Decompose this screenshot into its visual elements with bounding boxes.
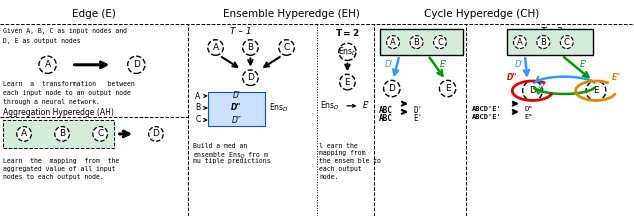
Ellipse shape [243,40,258,55]
Text: $\mathbf{T = 1}$: $\mathbf{T = 1}$ [407,27,432,38]
Text: D": D" [524,106,533,112]
Ellipse shape [340,74,355,90]
Ellipse shape [279,40,294,55]
Text: B: B [247,43,254,52]
Ellipse shape [243,70,258,86]
Ellipse shape [339,43,356,60]
Ellipse shape [16,127,32,141]
Text: aggregated value of all input: aggregated value of all input [3,166,115,172]
Text: E': E' [363,101,370,110]
Text: A: A [212,43,219,52]
Ellipse shape [439,80,456,97]
Text: Aggregation Hyperedge (AH): Aggregation Hyperedge (AH) [3,108,114,117]
FancyBboxPatch shape [380,29,463,55]
Text: E: E [445,84,450,93]
Text: through a neural network.: through a neural network. [3,99,100,105]
Text: E': E' [539,88,545,94]
Text: E: E [593,86,598,95]
Text: A: A [21,129,27,138]
Text: each input node to an output node: each input node to an output node [3,90,131,96]
Text: T – 2: T – 2 [541,27,562,36]
Text: E': E' [439,60,447,69]
Text: D‴: D‴ [231,116,242,125]
Text: D: D [529,86,536,95]
Text: the ensem ble to: the ensem ble to [319,158,381,164]
Text: E": E" [524,114,533,120]
Text: ABCD'E': ABCD'E' [472,114,502,120]
Ellipse shape [148,127,164,141]
FancyBboxPatch shape [507,29,593,55]
Text: ABC: ABC [379,106,393,115]
Text: A: A [390,38,396,47]
Text: Cycle Hyperedge (CH): Cycle Hyperedge (CH) [424,9,540,19]
Text: C: C [564,38,570,47]
Text: D: D [153,129,159,138]
Text: Ens$_D$: Ens$_D$ [269,102,289,114]
Ellipse shape [93,127,108,141]
Text: l earn the: l earn the [319,143,358,149]
Text: D: D [389,84,395,93]
Text: D, E as output nodes: D, E as output nodes [3,38,81,44]
Ellipse shape [434,36,446,49]
Ellipse shape [39,56,56,73]
Text: Ens$_D$: Ens$_D$ [338,46,357,58]
Text: mu tiple predictions: mu tiple predictions [193,158,271,164]
Text: Learn  the  mapping  from  the: Learn the mapping from the [3,158,119,164]
Text: A: A [195,92,200,101]
Text: D": D" [507,73,517,82]
Text: A: A [517,38,523,47]
Text: D': D' [413,106,423,115]
Text: D': D' [384,60,393,69]
Text: $\mathbf{T = 2}$: $\mathbf{T = 2}$ [335,27,359,38]
Text: Edge (E): Edge (E) [72,9,116,19]
Text: Given A, B, C as input nodes and: Given A, B, C as input nodes and [3,28,127,34]
Text: Ensemble Hyperedge (EH): Ensemble Hyperedge (EH) [223,9,360,19]
Text: E": E" [612,73,621,82]
Text: B: B [413,38,420,47]
Ellipse shape [522,81,543,101]
Ellipse shape [208,40,223,55]
Text: C: C [97,129,103,138]
FancyBboxPatch shape [3,120,114,148]
Text: nodes to each output node.: nodes to each output node. [3,174,104,180]
Text: D: D [247,73,254,82]
Ellipse shape [514,36,526,49]
Text: E: E [345,78,350,87]
Ellipse shape [410,36,423,49]
Text: E': E' [413,114,423,123]
Text: ABCD'E': ABCD'E' [472,106,502,112]
Text: B: B [59,129,65,138]
Ellipse shape [537,36,550,49]
FancyBboxPatch shape [208,92,265,126]
Text: ABC: ABC [379,114,393,123]
Text: Ens$_D$: Ens$_D$ [320,100,340,112]
Ellipse shape [560,36,573,49]
Ellipse shape [127,56,145,73]
Ellipse shape [387,36,399,49]
Text: node.: node. [319,174,339,180]
Text: D': D' [515,60,524,69]
Text: Learn  a  transformation   between: Learn a transformation between [3,81,135,87]
Text: E': E' [580,60,588,69]
Text: D: D [133,60,139,69]
Text: A: A [44,60,51,69]
Ellipse shape [586,81,606,101]
Text: C: C [437,38,443,47]
Text: B: B [540,38,547,47]
Text: ensemble Ens$_D$ fro m: ensemble Ens$_D$ fro m [193,150,269,160]
Text: Build a med an: Build a med an [193,143,248,149]
Text: B: B [195,103,200,113]
Text: each output: each output [319,166,361,172]
Text: C: C [195,115,200,124]
Ellipse shape [384,80,400,97]
Text: T – 1: T – 1 [230,27,252,36]
Text: D': D' [233,91,240,100]
Text: D": D" [231,103,242,113]
Text: mapping from: mapping from [319,150,365,156]
Text: C: C [283,43,290,52]
Text: D': D' [538,83,546,89]
Ellipse shape [55,127,70,141]
